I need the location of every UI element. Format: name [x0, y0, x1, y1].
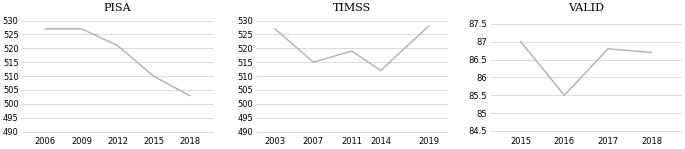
- Title: PISA: PISA: [103, 3, 132, 13]
- Title: TIMSS: TIMSS: [333, 3, 371, 13]
- Title: VALID: VALID: [568, 3, 604, 13]
